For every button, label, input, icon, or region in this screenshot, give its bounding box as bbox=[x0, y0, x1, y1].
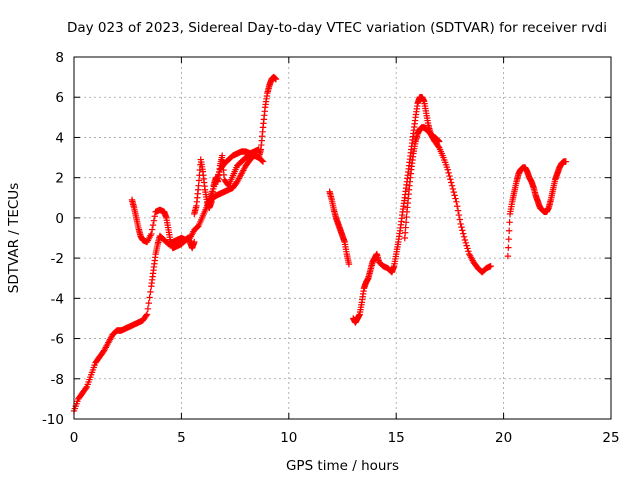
x-axis-title: GPS time / hours bbox=[286, 458, 399, 474]
data-point bbox=[449, 185, 457, 193]
data-point bbox=[456, 216, 463, 223]
data-point bbox=[448, 182, 456, 189]
data-point bbox=[461, 236, 469, 244]
data-point bbox=[457, 220, 464, 228]
data-point bbox=[145, 299, 152, 307]
series-track-4 bbox=[203, 152, 267, 210]
y-tick-label: 2 bbox=[55, 171, 64, 187]
data-point bbox=[463, 242, 470, 249]
y-axis-title: SDTVAR / TECUs bbox=[6, 183, 22, 293]
data-point bbox=[142, 312, 150, 319]
data-point bbox=[453, 198, 460, 205]
data-point bbox=[454, 203, 461, 210]
x-tick-label: 10 bbox=[280, 430, 297, 446]
y-tick-label: 6 bbox=[55, 90, 64, 106]
data-point bbox=[151, 213, 158, 220]
y-tick-label: 8 bbox=[55, 50, 64, 66]
data-point bbox=[447, 176, 454, 183]
x-tick-label: 0 bbox=[70, 430, 79, 446]
data-point bbox=[450, 188, 457, 196]
y-tick-label: -4 bbox=[51, 291, 64, 307]
data-point bbox=[144, 305, 152, 312]
data-point bbox=[459, 227, 466, 234]
data-point bbox=[451, 192, 458, 199]
data-point bbox=[148, 230, 155, 238]
data-point bbox=[446, 172, 453, 180]
data-point bbox=[82, 384, 90, 392]
data-point bbox=[487, 262, 494, 270]
data-point bbox=[452, 195, 459, 202]
data-point bbox=[258, 157, 266, 164]
data-point bbox=[345, 260, 353, 268]
x-tick-label: 5 bbox=[177, 430, 186, 446]
data-point bbox=[505, 227, 513, 234]
data-point bbox=[146, 294, 153, 301]
series-track-2 bbox=[128, 196, 198, 252]
data-marks bbox=[70, 73, 570, 415]
data-point bbox=[458, 223, 465, 231]
data-point bbox=[445, 169, 452, 177]
y-tick-label: -8 bbox=[51, 372, 64, 388]
y-tick-label: 0 bbox=[55, 211, 64, 227]
data-point bbox=[460, 233, 468, 240]
data-point bbox=[148, 226, 156, 233]
data-point bbox=[505, 236, 512, 243]
y-tick-label: -2 bbox=[51, 251, 64, 267]
data-point bbox=[462, 239, 469, 247]
series-track-8 bbox=[504, 158, 570, 260]
data-point bbox=[505, 244, 512, 251]
data-point bbox=[562, 158, 570, 165]
series-track-7 bbox=[401, 124, 443, 242]
data-point bbox=[464, 245, 471, 252]
data-point bbox=[454, 207, 462, 214]
data-point bbox=[460, 230, 467, 237]
y-tick-label: -6 bbox=[51, 332, 64, 348]
data-point bbox=[447, 179, 455, 186]
data-point bbox=[149, 221, 157, 229]
plot-frame bbox=[73, 56, 612, 420]
y-tick-label: 4 bbox=[55, 130, 64, 146]
series-track-5 bbox=[326, 188, 353, 268]
data-point bbox=[506, 219, 513, 226]
data-point bbox=[150, 217, 158, 224]
series-track-6 bbox=[350, 94, 494, 326]
data-point bbox=[259, 158, 267, 165]
y-axis: -10 -8 -6 -4 -2 0 2 4 6 8 bbox=[42, 50, 611, 428]
data-point bbox=[255, 146, 262, 153]
x-tick-label: 25 bbox=[602, 430, 619, 446]
x-tick-label: 20 bbox=[495, 430, 512, 446]
data-point bbox=[435, 138, 443, 145]
data-point bbox=[143, 311, 151, 318]
data-point bbox=[455, 211, 463, 219]
data-point bbox=[504, 252, 512, 260]
data-point bbox=[147, 288, 154, 296]
data-point bbox=[465, 248, 472, 255]
data-point bbox=[272, 75, 280, 83]
data-point bbox=[191, 238, 198, 246]
x-tick-label: 15 bbox=[388, 430, 405, 446]
chart-title: Day 023 of 2023, Sidereal Day-to-day VTE… bbox=[67, 20, 607, 36]
x-axis: 0 5 10 15 20 25 bbox=[70, 57, 620, 446]
data-point bbox=[444, 166, 451, 173]
y-tick-label: -10 bbox=[42, 412, 64, 428]
